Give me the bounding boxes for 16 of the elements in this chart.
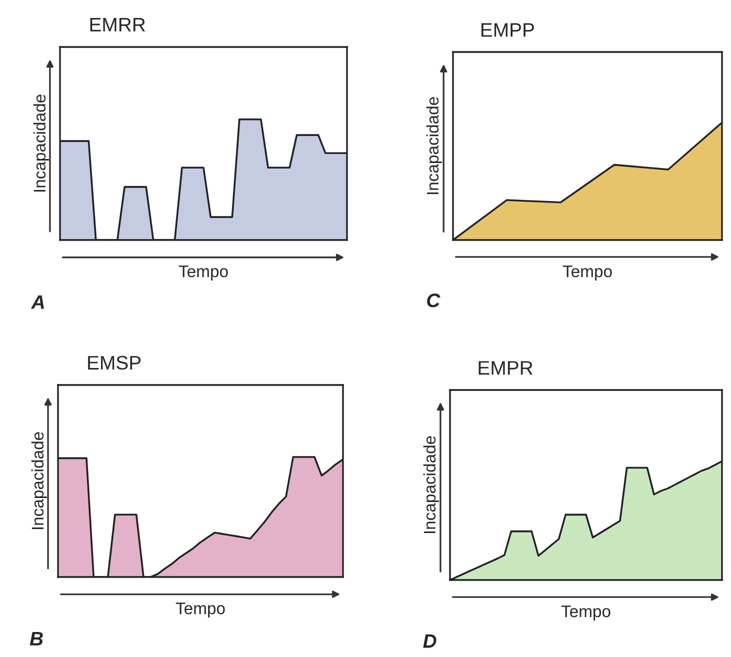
x-axis-title: Tempo: [561, 606, 610, 621]
y-axis-title: Incapacidade: [33, 94, 49, 192]
text: C: [427, 293, 440, 308]
y-axis-title: Incapacidade: [423, 436, 439, 534]
x-axis-title: Tempo: [178, 266, 228, 281]
chart-title: EMPP: [481, 23, 534, 37]
text: D: [423, 634, 436, 648]
chart-title: EMRR: [90, 18, 146, 32]
y-axis-title: Incapacidade: [426, 97, 442, 194]
y-axis-title: Incapacidade: [31, 432, 47, 530]
chart-title: EMPR: [478, 361, 532, 375]
x-axis-title: Tempo: [176, 602, 225, 618]
text: B: [30, 632, 43, 646]
text: A: [30, 295, 44, 309]
x-axis-title: Tempo: [562, 266, 612, 281]
chart-title: EMSP: [88, 356, 141, 370]
